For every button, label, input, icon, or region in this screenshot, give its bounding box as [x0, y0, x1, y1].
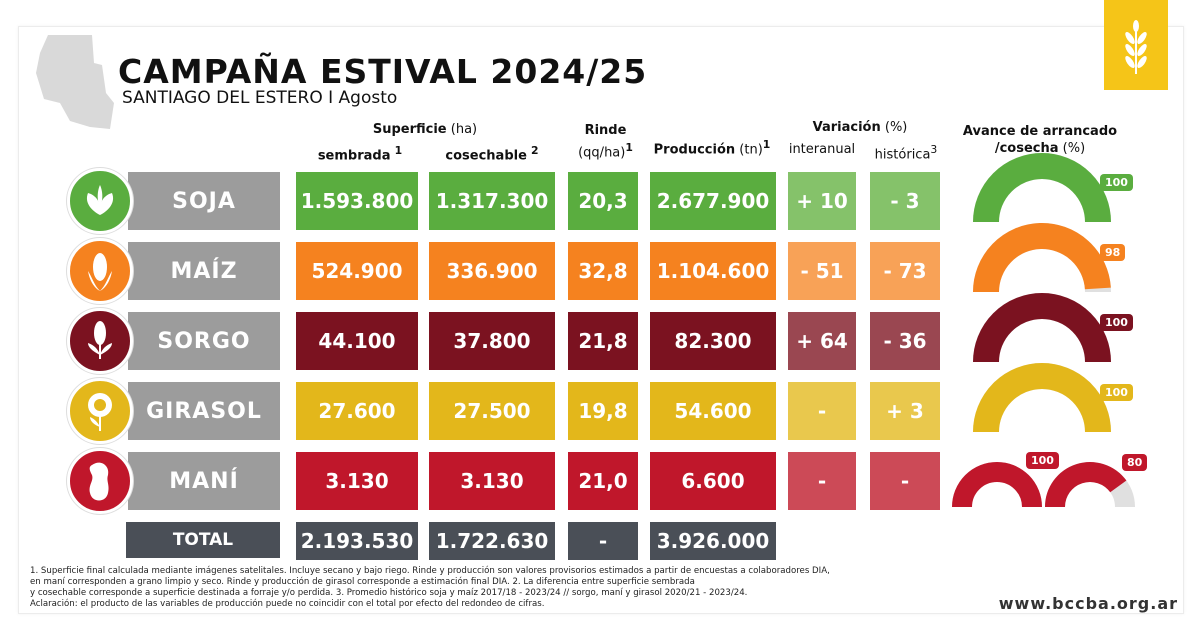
footnote-line: en maní corresponden a grano limpio y se…	[30, 577, 695, 587]
cell-produccion: 1.104.600	[650, 242, 776, 300]
gauge-value-label: 100	[1026, 452, 1059, 469]
gauge-value-label: 100	[1100, 314, 1133, 331]
cell-historica: - 36	[870, 312, 940, 370]
sunflower-icon	[67, 378, 133, 444]
website-link[interactable]: www.bccba.org.ar	[998, 594, 1178, 613]
cell-produccion: 54.600	[650, 382, 776, 440]
header-interanual: interanual	[788, 142, 856, 157]
cell-rinde: 21,0	[568, 452, 638, 510]
cell-rinde: 19,8	[568, 382, 638, 440]
footnote-line: y cosechable corresponde a superficie de…	[30, 588, 748, 598]
corn-icon	[67, 238, 133, 304]
progress-gauge	[973, 223, 1111, 293]
cell-historica: - 73	[870, 242, 940, 300]
crop-name: SOJA	[128, 172, 280, 230]
total-produccion: 3.926.000	[650, 522, 776, 560]
logo	[1104, 0, 1168, 90]
cell-rinde: 20,3	[568, 172, 638, 230]
cell-cosechable: 3.130	[429, 452, 555, 510]
cell-interanual: -	[788, 452, 856, 510]
total-sembrada: 2.193.530	[296, 522, 418, 560]
gauge-value-label: 100	[1100, 384, 1133, 401]
sorghum-icon	[67, 308, 133, 374]
cell-produccion: 82.300	[650, 312, 776, 370]
cell-historica: - 3	[870, 172, 940, 230]
footnotes: 1. Superficie final calculada mediante i…	[30, 566, 960, 610]
cell-produccion: 2.677.900	[650, 172, 776, 230]
header-produccion: Producción (tn)1	[653, 138, 771, 158]
cell-cosechable: 1.317.300	[429, 172, 555, 230]
cell-rinde: 32,8	[568, 242, 638, 300]
page-subtitle: SANTIAGO DEL ESTERO I Agosto	[122, 88, 398, 108]
cell-interanual: + 10	[788, 172, 856, 230]
cell-cosechable: 37.800	[429, 312, 555, 370]
peanut-icon	[67, 448, 133, 514]
header-cosechable: cosechable 2	[445, 144, 539, 164]
cell-interanual: -	[788, 382, 856, 440]
cell-sembrada: 3.130	[296, 452, 418, 510]
cell-produccion: 6.600	[650, 452, 776, 510]
province-map-icon	[36, 35, 114, 129]
progress-gauge	[1045, 462, 1135, 508]
crop-name: SORGO	[128, 312, 280, 370]
header-historica: histórica3	[874, 143, 938, 163]
header-superficie: Superficie (ha)	[372, 122, 478, 137]
total-rinde: -	[568, 522, 638, 560]
crop-name: MANÍ	[128, 452, 280, 510]
gauge-value-label: 80	[1122, 454, 1148, 471]
wheat-logo-icon	[1125, 20, 1147, 74]
header-avance: Avance de arrancado/cosecha (%)	[962, 124, 1118, 156]
cell-sembrada: 44.100	[296, 312, 418, 370]
cell-cosechable: 27.500	[429, 382, 555, 440]
progress-gauge	[973, 153, 1111, 223]
cell-rinde: 21,8	[568, 312, 638, 370]
cell-historica: -	[870, 452, 940, 510]
gauge-value-label: 100	[1100, 174, 1133, 191]
crop-name: MAÍZ	[128, 242, 280, 300]
header-rinde: Rinde (qq/ha)1	[578, 123, 633, 161]
progress-gauge	[973, 293, 1111, 363]
total-cosechable: 1.722.630	[429, 522, 555, 560]
header-variacion: Variación (%)	[812, 120, 908, 135]
cell-sembrada: 27.600	[296, 382, 418, 440]
cell-cosechable: 336.900	[429, 242, 555, 300]
total-label: TOTAL	[126, 522, 280, 558]
cell-interanual: + 64	[788, 312, 856, 370]
page-title: CAMPAÑA ESTIVAL 2024/25	[118, 52, 648, 91]
cell-interanual: - 51	[788, 242, 856, 300]
soybean-icon	[67, 168, 133, 234]
cell-sembrada: 1.593.800	[296, 172, 418, 230]
header-sembrada: sembrada 1	[317, 144, 403, 164]
footnote-line: 1. Superficie final calculada mediante i…	[30, 566, 830, 576]
crop-name: GIRASOL	[128, 382, 280, 440]
footnote-line: Aclaración: el producto de las variables…	[30, 599, 545, 609]
cell-historica: + 3	[870, 382, 940, 440]
progress-gauge	[973, 363, 1111, 433]
cell-sembrada: 524.900	[296, 242, 418, 300]
gauge-value-label: 98	[1100, 244, 1126, 261]
progress-gauge	[952, 462, 1042, 508]
